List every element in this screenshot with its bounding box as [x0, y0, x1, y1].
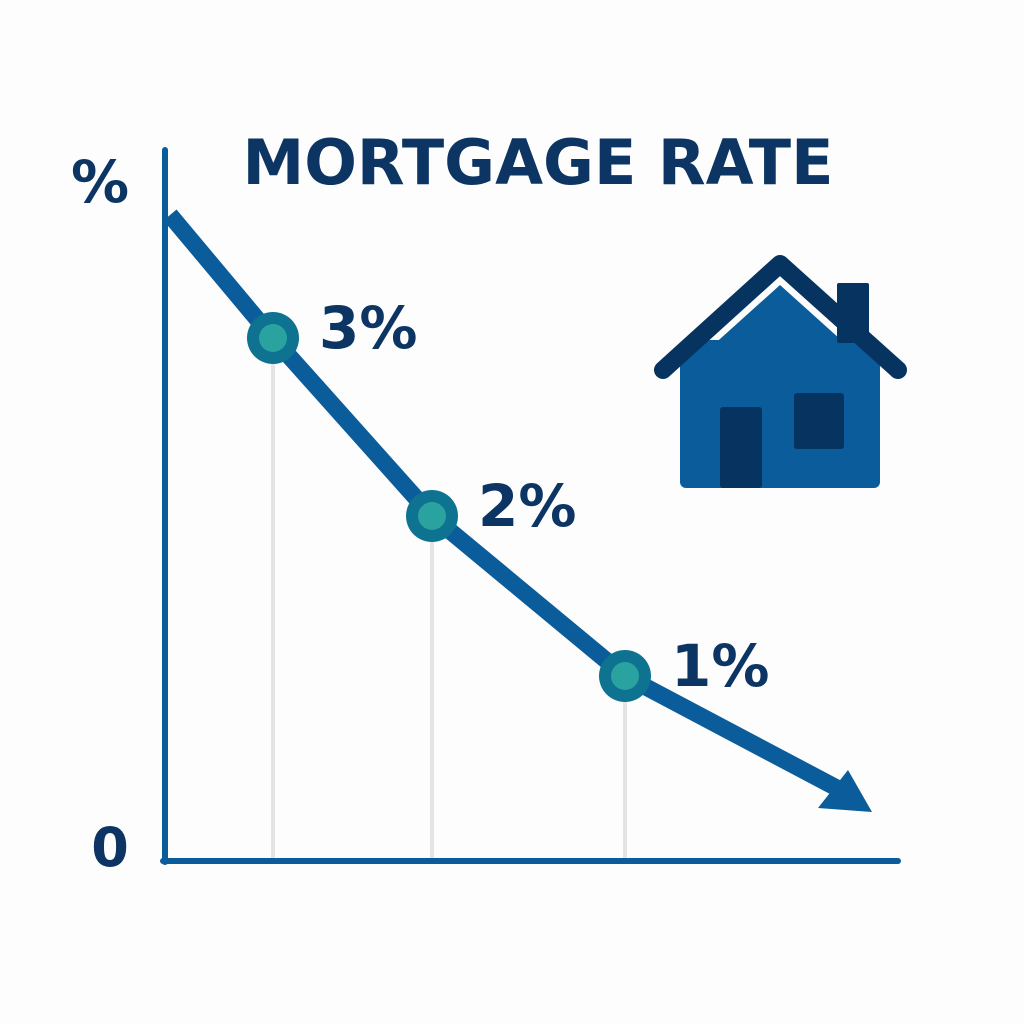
y-origin-label: 0 [91, 816, 129, 879]
chart-title: MORTGAGE RATE [243, 126, 834, 199]
data-point-inner [418, 502, 446, 530]
data-label: 3% [319, 294, 417, 362]
data-label: 2% [478, 472, 576, 540]
data-point-inner [259, 324, 287, 352]
data-label: 1% [671, 632, 769, 700]
data-point-inner [611, 662, 639, 690]
house-icon [654, 255, 907, 488]
y-axis-label: % [71, 148, 129, 216]
arrow-head [818, 770, 872, 812]
